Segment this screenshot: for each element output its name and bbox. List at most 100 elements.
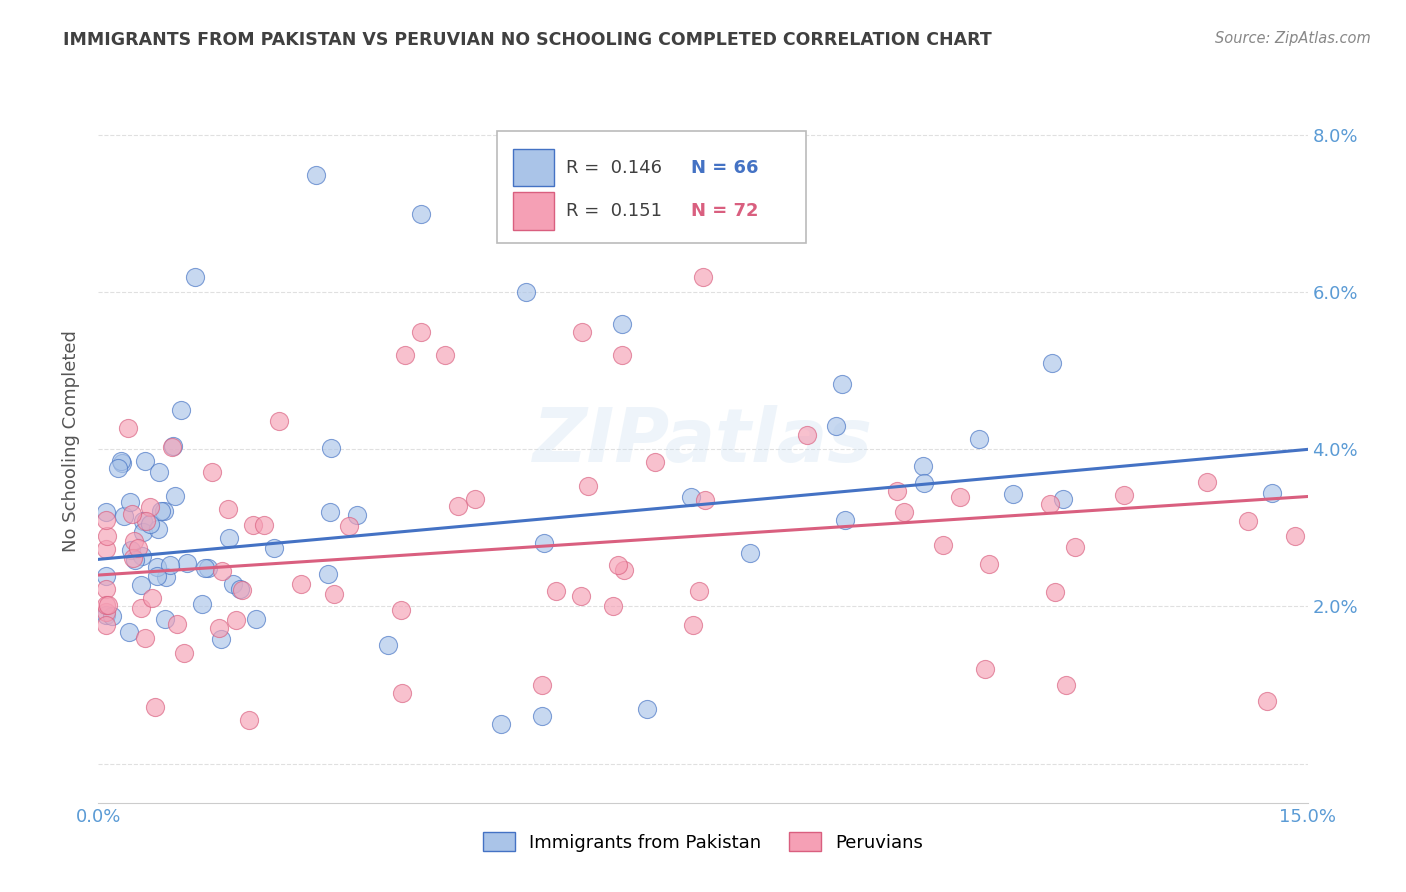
Point (337, 519, 360, 533)
Point (96, 505, 118, 519)
Point (893, 505, 915, 519)
Point (166, 617, 188, 632)
Point (131, 549, 153, 563)
Point (409, 207, 432, 221)
Point (515, 285, 537, 300)
Point (530, 678, 553, 692)
Text: Source: ZipAtlas.com: Source: ZipAtlas.com (1215, 31, 1371, 46)
Point (305, 168, 328, 182)
Legend: Immigrants from Pakistan, Peruvians: Immigrants from Pakistan, Peruvians (475, 825, 931, 859)
Point (238, 713, 260, 727)
Point (530, 709, 553, 723)
Point (96, 582, 118, 597)
Point (129, 578, 152, 592)
Point (141, 591, 163, 606)
Point (129, 601, 152, 615)
Point (644, 455, 666, 469)
Point (96, 542, 118, 557)
Point (912, 475, 935, 490)
Point (229, 582, 252, 596)
Point (1040, 356, 1063, 370)
Point (117, 421, 139, 435)
Point (139, 517, 162, 532)
Point (1054, 678, 1077, 692)
Point (491, 717, 513, 731)
Point (118, 495, 141, 509)
Point (194, 561, 217, 575)
Point (245, 612, 267, 626)
Point (949, 490, 972, 504)
Point (169, 403, 191, 417)
Point (389, 603, 412, 617)
Point (394, 348, 416, 362)
Point (110, 454, 132, 468)
Point (253, 517, 276, 532)
Point (464, 491, 486, 506)
Point (1052, 491, 1074, 506)
Point (165, 489, 187, 503)
Text: IMMIGRANTS FROM PAKISTAN VS PERUVIAN NO SCHOOLING COMPLETED CORRELATION CHART: IMMIGRANTS FROM PAKISTAN VS PERUVIAN NO … (63, 31, 993, 49)
Point (135, 514, 157, 528)
Point (316, 567, 339, 582)
Text: ZIPatlas: ZIPatlas (533, 405, 873, 478)
Point (217, 502, 239, 516)
Point (96, 618, 118, 632)
Point (155, 612, 177, 626)
Point (447, 500, 470, 514)
Point (221, 577, 243, 591)
Point (267, 414, 290, 428)
Point (184, 269, 207, 284)
Point (132, 524, 155, 539)
Point (134, 454, 156, 468)
Point (225, 613, 247, 627)
Point (1195, 475, 1218, 490)
Point (96, 607, 118, 622)
Point (688, 583, 710, 598)
Point (201, 465, 224, 479)
Point (682, 617, 704, 632)
Point (825, 419, 848, 434)
Point (242, 518, 264, 533)
Point (571, 325, 593, 339)
Point (218, 531, 240, 545)
Point (207, 621, 229, 635)
Text: N = 72: N = 72 (690, 202, 758, 220)
Point (607, 558, 630, 573)
Point (319, 441, 342, 455)
Point (96, 569, 118, 583)
Point (569, 590, 592, 604)
Point (740, 546, 762, 560)
Point (162, 439, 184, 453)
Point (191, 597, 214, 611)
Point (831, 376, 853, 391)
Point (1260, 486, 1282, 500)
Point (290, 577, 312, 591)
Point (159, 558, 181, 573)
Point (96, 529, 118, 543)
Point (176, 557, 198, 571)
Point (977, 557, 1000, 571)
Point (695, 493, 717, 508)
Text: R =  0.146: R = 0.146 (567, 159, 662, 177)
Point (211, 564, 233, 578)
Point (612, 317, 634, 331)
Point (1064, 540, 1087, 554)
Point (377, 638, 399, 652)
Y-axis label: No Schooling Completed: No Schooling Completed (62, 331, 80, 552)
FancyBboxPatch shape (513, 193, 554, 230)
Point (1001, 487, 1024, 501)
FancyBboxPatch shape (498, 131, 806, 243)
Point (974, 662, 997, 676)
Point (197, 561, 219, 575)
Point (121, 507, 143, 521)
Point (346, 508, 368, 522)
Point (121, 551, 143, 566)
Point (139, 500, 162, 514)
Point (602, 599, 624, 613)
Point (576, 478, 599, 492)
Point (96, 513, 118, 527)
Point (263, 541, 285, 555)
Text: N = 66: N = 66 (690, 159, 758, 177)
Point (319, 505, 342, 519)
Point (636, 701, 658, 715)
